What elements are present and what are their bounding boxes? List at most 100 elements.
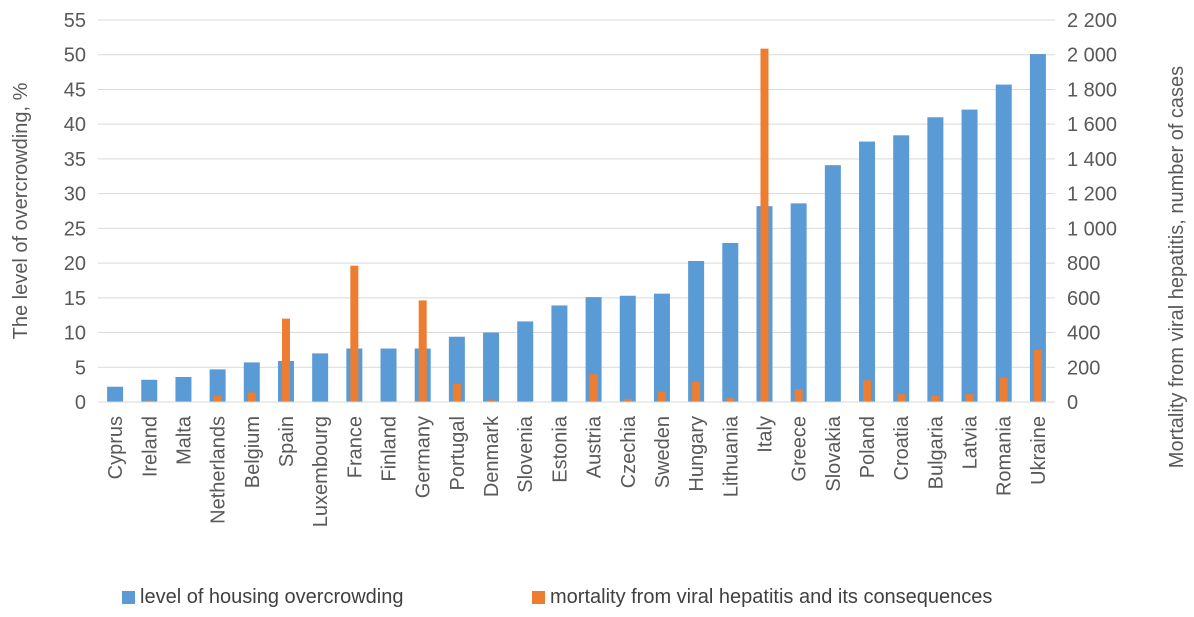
overcrowding-bar	[551, 305, 568, 402]
overcrowding-bar	[824, 165, 841, 402]
right-tick-label: 600	[1067, 288, 1100, 310]
category-label: Romania	[994, 415, 1016, 496]
right-tick-label: 1 200	[1067, 184, 1117, 206]
category-label: Ireland	[139, 416, 161, 477]
overcrowding-bar	[859, 141, 876, 402]
legend-item-overcrowding: level of housing overcrowding	[122, 586, 404, 609]
right-axis-title: Mortality from viral hepatitis, number o…	[1166, 66, 1188, 468]
category-label: Malta	[173, 415, 195, 465]
left-tick-label: 35	[64, 149, 86, 171]
category-label: Luxembourg	[310, 416, 332, 527]
mortality-bar	[760, 48, 769, 403]
overcrowding-bar	[312, 353, 329, 402]
category-label: Greece	[789, 416, 811, 482]
mortality-bar	[281, 318, 290, 402]
overcrowding-bar	[927, 117, 944, 403]
category-label: Spain	[276, 416, 298, 467]
category-label: Hungary	[686, 416, 708, 492]
legend: level of housing overcrowding mortality …	[0, 586, 1194, 616]
left-tick-label: 15	[64, 288, 86, 310]
x-axis-labels: Cyprus Ireland Malta Netherlands Belgium Spai…	[105, 415, 1050, 527]
mortality-bar	[589, 374, 598, 402]
category-label: Estonia	[549, 415, 571, 483]
left-tick-label: 40	[64, 114, 86, 136]
left-tick-label: 25	[64, 218, 86, 240]
left-tick-label: 50	[64, 45, 86, 67]
overcrowding-bar	[209, 369, 226, 402]
category-label: Finland	[379, 416, 401, 482]
overcrowding-bar	[790, 203, 807, 402]
overcrowding-bar	[688, 261, 705, 402]
right-tick-label: 2 200	[1067, 10, 1117, 32]
category-label: Ukraine	[1028, 416, 1050, 485]
bar-chart: 0 5 10 15 20 25 30 35 40 45 50 55 0 200 400 600 800 1 00…	[10, 10, 1188, 527]
right-tick-label: 2 000	[1067, 45, 1117, 67]
mortality-bar	[623, 398, 632, 402]
mortality-bar	[999, 377, 1008, 402]
right-tick-label: 800	[1067, 253, 1100, 275]
left-axis-title: The level of overcrowding, %	[10, 82, 32, 339]
category-label: Cyprus	[105, 416, 127, 479]
category-label: Germany	[413, 416, 435, 498]
overcrowding-bar	[722, 242, 739, 402]
mortality-bar	[897, 394, 906, 402]
left-tick-label: 0	[75, 392, 86, 414]
mortality-bars	[145, 48, 1042, 403]
right-axis-ticks: 0 200 400 600 800 1 000 1 200 1 400 1 600 1 800 2 …	[1067, 10, 1117, 414]
mortality-bar	[418, 300, 427, 402]
overcrowding-bar	[619, 295, 636, 402]
mortality-bar	[692, 382, 701, 402]
right-tick-label: 0	[1067, 392, 1078, 414]
overcrowding-bar	[961, 109, 978, 402]
mortality-bar	[863, 380, 872, 402]
left-axis-ticks: 0 5 10 15 20 25 30 35 40 45 50 55	[64, 10, 86, 414]
left-tick-label: 5	[75, 357, 86, 379]
category-label: Portugal	[447, 416, 469, 491]
overcrowding-bar	[517, 321, 534, 402]
mortality-bar	[487, 400, 496, 402]
mortality-bar	[452, 383, 461, 402]
left-tick-label: 55	[64, 10, 86, 32]
gridlines	[98, 19, 1055, 368]
overcrowding-bar	[893, 135, 910, 402]
mortality-bar	[247, 392, 256, 402]
legend-swatch-blue	[122, 591, 135, 604]
category-label: Bulgaria	[925, 415, 947, 489]
overcrowding-bar	[380, 348, 397, 402]
mortality-bar	[350, 265, 359, 402]
overcrowding-bar	[175, 376, 192, 402]
mortality-bar	[794, 388, 803, 402]
left-tick-label: 20	[64, 253, 86, 275]
right-tick-label: 200	[1067, 357, 1100, 379]
category-label: Czechia	[618, 415, 640, 488]
left-tick-label: 10	[64, 323, 86, 345]
right-tick-label: 400	[1067, 323, 1100, 345]
legend-label-mortality: mortality from viral hepatitis and its c…	[550, 586, 993, 608]
right-tick-label: 1 600	[1067, 114, 1117, 136]
mortality-bar	[965, 394, 974, 402]
mortality-bar	[726, 398, 735, 402]
legend-item-mortality: mortality from viral hepatitis and its c…	[532, 586, 992, 609]
mortality-bar	[657, 391, 666, 402]
overcrowding-bar	[1029, 54, 1046, 403]
category-label: France	[344, 416, 366, 478]
mortality-bar	[1033, 349, 1042, 402]
mortality-bar	[213, 395, 222, 402]
right-tick-label: 1 400	[1067, 149, 1117, 171]
overcrowding-bar	[653, 293, 670, 402]
category-label: Sweden	[652, 416, 674, 488]
category-label: Belgium	[242, 416, 264, 488]
category-label: Italy	[754, 416, 776, 453]
category-label: Netherlands	[208, 416, 230, 524]
category-label: Lithuania	[720, 415, 742, 497]
mortality-bar	[145, 400, 154, 402]
category-label: Slovenia	[515, 415, 537, 493]
overcrowding-bar	[995, 84, 1012, 403]
left-tick-label: 30	[64, 184, 86, 206]
mortality-bar	[931, 395, 940, 402]
category-label: Croatia	[891, 415, 913, 480]
overcrowding-bar	[483, 332, 500, 402]
overcrowding-bar	[107, 386, 124, 402]
overcrowding-bar	[141, 379, 158, 402]
